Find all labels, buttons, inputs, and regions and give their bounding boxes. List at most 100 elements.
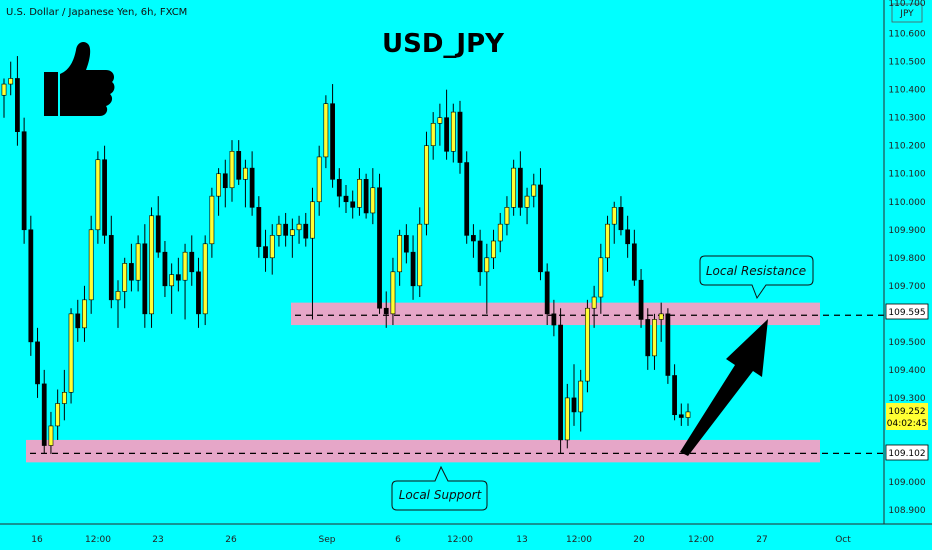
candle[interactable] [517, 151, 523, 216]
candle[interactable] [243, 159, 248, 208]
candle[interactable] [323, 95, 329, 169]
candle[interactable] [209, 187, 215, 258]
candle[interactable] [685, 403, 691, 426]
candle[interactable] [175, 257, 181, 292]
candle[interactable] [229, 140, 235, 202]
candle[interactable] [8, 61, 14, 96]
candle[interactable] [524, 187, 530, 225]
candle[interactable] [531, 173, 537, 208]
candle[interactable] [82, 285, 87, 342]
time-axis[interactable]: 16 12:00 23 26 Sep 6 12:00 13 12:00 20 12:00 27 Oct [31, 535, 851, 545]
candle[interactable] [95, 151, 101, 244]
candle[interactable] [618, 196, 624, 236]
candle[interactable] [658, 302, 664, 342]
candle[interactable] [263, 229, 268, 272]
candle[interactable] [370, 168, 376, 225]
candle[interactable] [75, 299, 81, 342]
candle[interactable] [424, 131, 429, 236]
candle[interactable] [638, 269, 644, 328]
candle[interactable] [269, 224, 275, 275]
candle[interactable] [625, 215, 631, 258]
candle[interactable] [598, 243, 604, 314]
candle[interactable] [1, 78, 7, 118]
candle[interactable] [591, 285, 597, 328]
candle[interactable] [377, 173, 382, 314]
candle[interactable] [142, 224, 148, 328]
candle[interactable] [256, 196, 262, 258]
candle[interactable] [464, 151, 470, 244]
candle[interactable] [571, 364, 577, 426]
candle[interactable] [343, 184, 349, 213]
candle[interactable] [135, 235, 141, 292]
candle[interactable] [202, 235, 208, 326]
candles-layer[interactable] [1, 56, 691, 454]
candle[interactable] [652, 313, 657, 370]
candle[interactable] [484, 243, 490, 314]
candle[interactable] [169, 263, 175, 314]
candle[interactable] [216, 168, 221, 216]
candle[interactable] [196, 257, 201, 328]
candle[interactable] [417, 207, 423, 298]
candle[interactable] [504, 196, 510, 236]
candle[interactable] [631, 229, 637, 286]
candle[interactable] [471, 224, 476, 258]
candle[interactable] [538, 168, 543, 281]
candle[interactable] [350, 190, 356, 219]
candle[interactable] [410, 235, 416, 300]
candle[interactable] [88, 215, 94, 314]
candle[interactable] [665, 308, 671, 384]
candle[interactable] [397, 229, 403, 286]
candle[interactable] [236, 140, 242, 185]
candle[interactable] [585, 299, 590, 393]
candle[interactable] [330, 84, 335, 188]
candle[interactable] [678, 403, 684, 426]
candle[interactable] [15, 56, 20, 146]
candle[interactable] [336, 168, 342, 208]
candle[interactable] [115, 280, 121, 328]
candle[interactable] [363, 173, 369, 219]
candle[interactable] [102, 145, 107, 244]
candle[interactable] [477, 229, 483, 286]
candle[interactable] [497, 212, 503, 253]
candle[interactable] [249, 151, 255, 216]
candle[interactable] [48, 411, 54, 454]
candle[interactable] [283, 212, 289, 247]
candle[interactable] [61, 369, 67, 421]
candle[interactable] [544, 263, 550, 326]
candle[interactable] [430, 112, 436, 160]
candle[interactable] [390, 257, 396, 326]
candle[interactable] [444, 89, 449, 160]
candle[interactable] [68, 308, 74, 404]
candle[interactable] [403, 224, 409, 264]
candle[interactable] [511, 159, 517, 216]
candle[interactable] [450, 103, 456, 163]
candle[interactable] [564, 383, 570, 449]
candle[interactable] [222, 159, 228, 208]
candle[interactable] [55, 389, 61, 440]
candle[interactable] [437, 103, 443, 146]
candle[interactable] [457, 100, 463, 174]
candle[interactable] [129, 243, 134, 292]
candle[interactable] [35, 327, 40, 398]
candle[interactable] [122, 257, 128, 309]
candle[interactable] [182, 243, 188, 320]
candle[interactable] [41, 369, 47, 454]
candle[interactable] [611, 201, 617, 244]
candle[interactable] [28, 215, 34, 356]
candle[interactable] [357, 168, 362, 216]
candle[interactable] [276, 215, 282, 247]
candle[interactable] [578, 369, 584, 432]
candle[interactable] [551, 299, 557, 337]
candle[interactable] [672, 364, 677, 421]
candle[interactable] [645, 308, 651, 370]
candle[interactable] [296, 215, 302, 244]
candle[interactable] [21, 117, 27, 244]
candle[interactable] [108, 215, 114, 309]
candle[interactable] [189, 235, 195, 286]
candle[interactable] [149, 207, 154, 328]
candle[interactable] [310, 187, 315, 320]
candle[interactable] [162, 240, 168, 298]
candle[interactable] [605, 215, 610, 272]
candle[interactable] [289, 218, 295, 258]
candle[interactable] [303, 212, 309, 247]
